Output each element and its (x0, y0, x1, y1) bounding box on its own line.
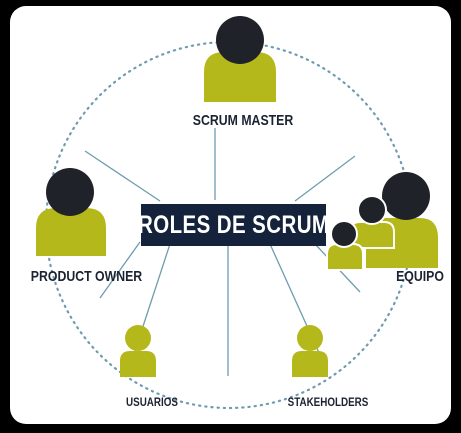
label-equipo: EQUIPO (396, 268, 444, 285)
title-box: ROLES DE SCRUM (137, 204, 330, 246)
equipo-icon (326, 172, 438, 271)
scrum-master-icon (204, 16, 276, 102)
label-scrum-master: SCRUM MASTER (192, 112, 294, 129)
product-owner-icon (36, 168, 106, 256)
stakeholders-icon (292, 325, 328, 377)
diagram-title: ROLES DE SCRUM (137, 210, 330, 239)
spoke-upper-right (294, 155, 356, 202)
label-usuarios: USUARIOS (126, 395, 178, 409)
label-product-owner: PRODUCT OWNER (30, 268, 143, 285)
spoke-upper-left (84, 150, 161, 202)
diagram-panel: ROLES DE SCRUM SCRUM MASTER PRODUCT OWNE… (10, 6, 451, 424)
diagram-graphics (36, 16, 438, 410)
usuarios-icon (120, 325, 156, 377)
label-stakeholders: STAKEHOLDERS (287, 395, 369, 409)
spoke-left (99, 241, 141, 299)
